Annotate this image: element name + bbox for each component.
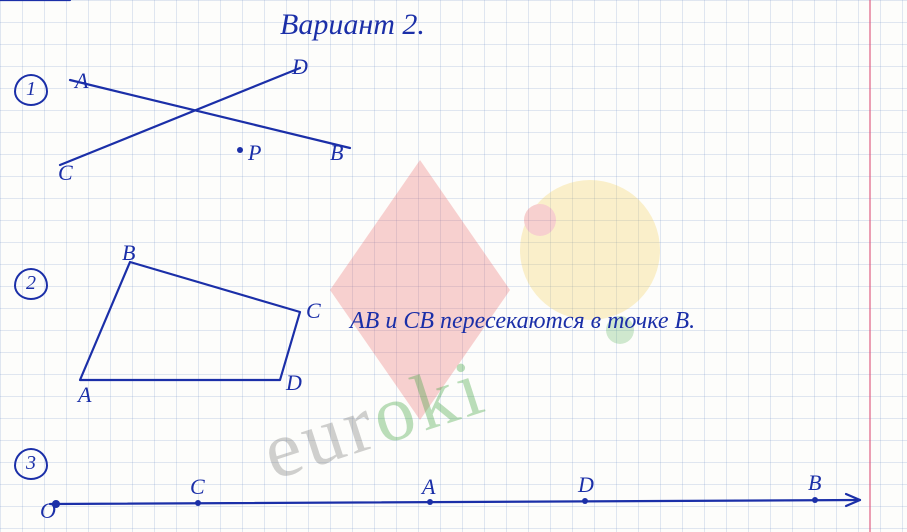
fig3-label-B: B: [808, 470, 821, 496]
fig3-label-O: O: [40, 498, 56, 524]
page: euroki Вариант 2. 1 2 3 A B C D P A B C …: [0, 0, 907, 532]
fig3-label-A: A: [422, 474, 435, 500]
fig2-answer-text: AB и CB пересекаются в точке B.: [350, 308, 695, 335]
fig1-label-C: C: [58, 160, 73, 186]
fig2-label-A: A: [78, 382, 91, 408]
fig3-label-C: C: [190, 474, 205, 500]
fig3-point-C: [195, 500, 201, 506]
figure-1-svg: [0, 0, 907, 532]
fig1-label-D: D: [292, 54, 308, 80]
fig2-quadrilateral: [80, 262, 300, 380]
fig1-line-AB: [70, 80, 350, 148]
fig2-label-B: B: [122, 240, 135, 266]
fig2-label-D: D: [286, 370, 302, 396]
fig1-label-B: B: [330, 140, 343, 166]
fig2-label-C: C: [306, 298, 321, 324]
fig1-label-P: P: [248, 140, 261, 166]
fig1-point-P: [237, 147, 243, 153]
fig1-line-CD: [60, 68, 300, 165]
fig3-ray: [50, 500, 860, 504]
fig1-label-A: A: [75, 68, 88, 94]
fig3-point-D: [582, 498, 588, 504]
fig3-label-D: D: [578, 472, 594, 498]
fig3-point-B: [812, 497, 818, 503]
